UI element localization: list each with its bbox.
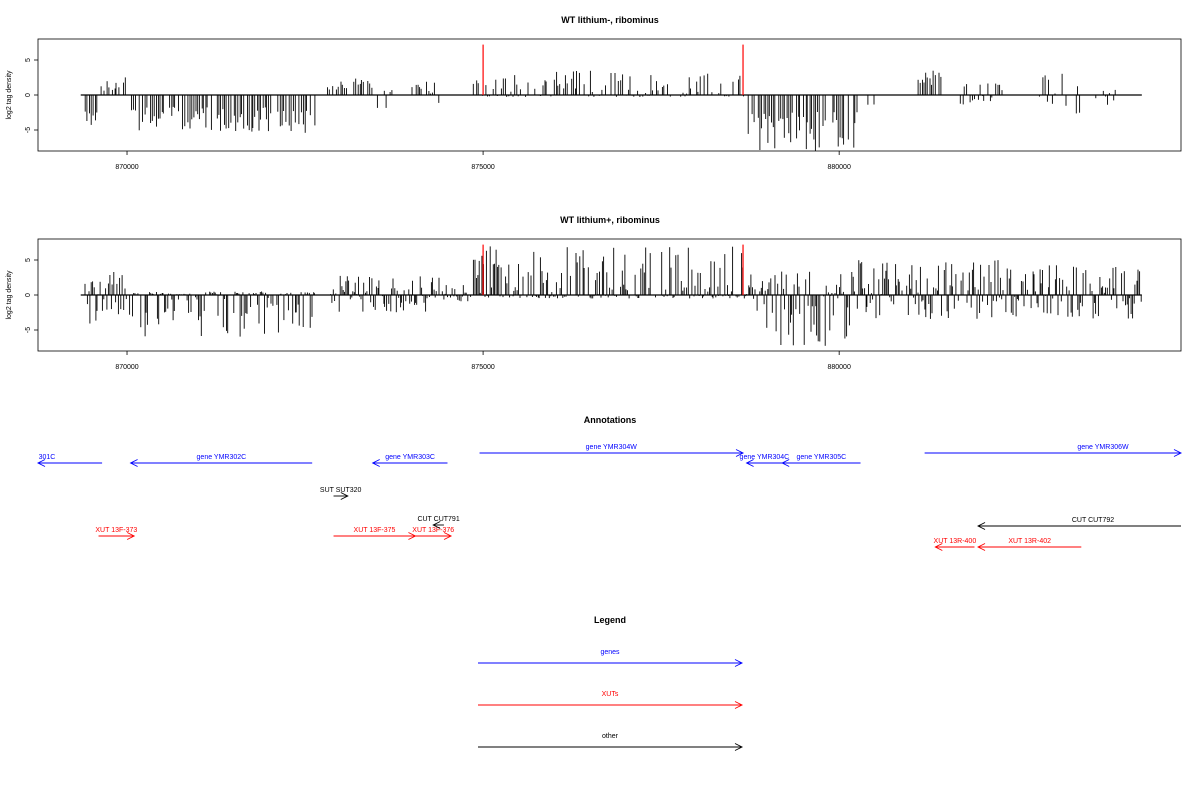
other-feature: CUT CUT791: [417, 516, 460, 529]
xut-feature-label: XUT 13R-400: [934, 538, 977, 545]
gene-feature-label: 301C: [39, 454, 56, 461]
xut-feature-label: XUT 13F-373: [95, 527, 137, 534]
xut-feature: XUT 13R-400: [934, 538, 977, 551]
other-feature-arrowhead: [432, 521, 441, 529]
other-feature-label: CUT CUT792: [1072, 517, 1114, 524]
legend-item: genes: [478, 649, 744, 667]
gene-feature-arrowhead: [36, 459, 46, 467]
y-tick-label: 0: [25, 293, 32, 297]
gene-feature-label: gene YMR306W: [1077, 444, 1129, 451]
gene-feature: gene YMR304C: [740, 454, 790, 467]
gene-feature: gene YMR304W: [479, 444, 745, 457]
gene-feature: gene YMR303C: [371, 454, 448, 467]
y-tick-label: 5: [25, 258, 32, 262]
gene-feature-label: gene YMR303C: [385, 454, 435, 461]
gene-feature: gene YMR306W: [924, 444, 1183, 457]
annotations-track: Annotations 301C gene YMR302C gene YMR303C…: [36, 415, 1183, 551]
xut-feature-arrowhead: [408, 532, 417, 540]
xut-feature: XUT 13F-376: [412, 527, 454, 540]
coverage-panel-lithium-plus: WT lithium+, ribominus log2 tag density …: [6, 215, 1182, 371]
legend-label: other: [602, 733, 619, 740]
panel-title: WT lithium+, ribominus: [560, 215, 660, 225]
x-tick-label: 875000: [471, 164, 494, 171]
legend: Legend genes XUTs other: [478, 615, 744, 751]
gene-feature: gene YMR302C: [129, 454, 313, 467]
legend-title: Legend: [594, 615, 626, 625]
x-tick-label: 870000: [115, 364, 138, 371]
y-tick-label: 0: [25, 93, 32, 97]
legend-arrowhead: [734, 743, 744, 751]
gene-feature-label: gene YMR305C: [797, 454, 847, 461]
y-axis-label: log2 tag density: [6, 70, 13, 120]
other-feature-label: SUT SUT320: [320, 487, 362, 494]
panel-title: WT lithium-, ribominus: [561, 15, 659, 25]
y-axis-label: log2 tag density: [6, 270, 13, 320]
x-tick-label: 870000: [115, 164, 138, 171]
legend-item: other: [478, 733, 744, 751]
coverage-bars: [80, 244, 1142, 346]
legend-items: genes XUTs other: [478, 649, 744, 751]
xut-feature-label: XUT 13F-375: [354, 527, 396, 534]
axes: -5 0 5 870000 875000 880000: [25, 58, 851, 171]
gene-feature-arrowhead: [1173, 449, 1183, 457]
legend-arrowhead: [734, 659, 744, 667]
gene-feature-arrowhead: [129, 459, 138, 467]
coverage-bars: [80, 44, 1142, 151]
gene-feature-arrowhead: [735, 449, 745, 457]
x-tick-label: 880000: [827, 164, 850, 171]
xut-feature-arrowhead: [934, 543, 943, 551]
other-feature-arrowhead: [340, 492, 349, 500]
gene-feature-arrowhead: [781, 459, 790, 467]
legend-label: genes: [600, 649, 620, 656]
xut-feature-arrowhead: [443, 532, 453, 540]
other-feature: CUT CUT792: [977, 517, 1181, 530]
y-tick-label: -5: [25, 127, 32, 133]
xut-feature: XUT 13F-375: [333, 527, 417, 540]
annotations-title: Annotations: [584, 415, 637, 425]
gene-feature-label: gene YMR304C: [740, 454, 790, 461]
gene-feature-label: gene YMR302C: [197, 454, 247, 461]
xut-feature-arrowhead: [126, 532, 136, 540]
legend-item: XUTs: [478, 691, 744, 709]
gene-feature: 301C: [36, 454, 103, 467]
gene-feature: gene YMR305C: [781, 454, 861, 467]
other-feature: SUT SUT320: [320, 487, 362, 500]
other-feature-arrowhead: [977, 522, 986, 530]
annotation-features: 301C gene YMR302C gene YMR303C gene YMR304W…: [36, 444, 1183, 551]
coverage-panel-lithium-minus: WT lithium-, ribominus log2 tag density …: [6, 15, 1182, 171]
other-feature-label: CUT CUT791: [417, 516, 459, 523]
gene-feature-arrowhead: [745, 459, 754, 467]
x-tick-label: 880000: [827, 364, 850, 371]
xut-feature-label: XUT 13R-402: [1008, 538, 1051, 545]
xut-feature: XUT 13R-402: [977, 538, 1082, 551]
legend-arrowhead: [734, 701, 744, 709]
y-tick-label: 5: [25, 58, 32, 62]
gene-feature-label: gene YMR304W: [586, 444, 638, 451]
x-tick-label: 875000: [471, 364, 494, 371]
legend-label: XUTs: [602, 691, 619, 698]
xut-feature: XUT 13F-373: [95, 527, 137, 540]
xut-feature-label: XUT 13F-376: [412, 527, 454, 534]
y-tick-label: -5: [25, 327, 32, 333]
gene-feature-arrowhead: [371, 459, 380, 467]
axes: -5 0 5 870000 875000 880000: [25, 258, 851, 371]
xut-feature-arrowhead: [977, 543, 986, 551]
